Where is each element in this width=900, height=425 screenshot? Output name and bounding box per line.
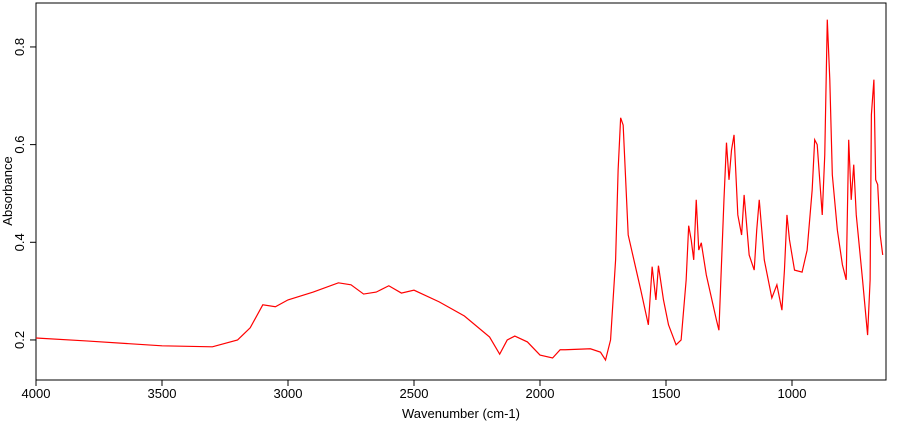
x-tick-label: 1500 [652,386,681,401]
x-axis-label: Wavenumber (cm-1) [402,406,520,421]
x-tick-label: 3000 [274,386,303,401]
y-tick-label: 0.6 [12,136,27,154]
x-tick-label: 3500 [148,386,177,401]
x-tick-label: 2000 [526,386,555,401]
x-tick-label: 4000 [22,386,51,401]
y-tick-label: 0.8 [12,38,27,56]
y-tick-label: 0.2 [12,331,27,349]
y-axis-label: Absorbance [0,156,15,225]
x-tick-label: 2500 [400,386,429,401]
plot-frame [35,2,887,381]
y-tick-label: 0.4 [12,233,27,251]
x-tick-label: 1000 [778,386,807,401]
spectrum-line [35,19,884,362]
